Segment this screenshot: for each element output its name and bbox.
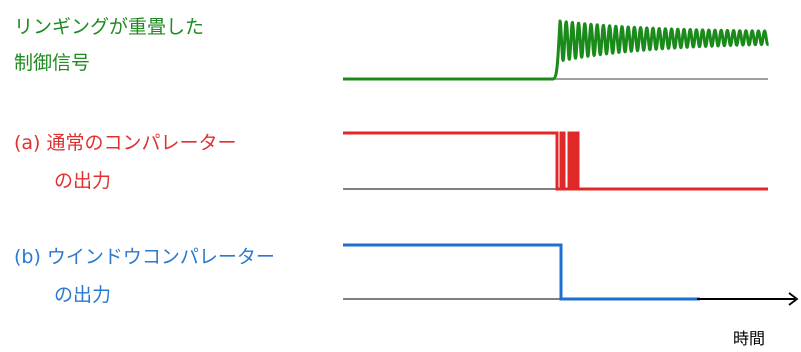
ringing-signal-label: リンギングが重畳した 制御信号 [14, 12, 204, 78]
comparator-a-label-line1: (a) 通常のコンパレーター [14, 132, 237, 154]
comparator-b-label-line2: の出力 [54, 284, 112, 306]
ringing-signal-label-line1: リンギングが重畳した [14, 16, 205, 38]
time-axis-label: 時間 [733, 329, 766, 348]
comparator-b-label-line1: (b) ウインドウコンパレーター [14, 246, 275, 268]
comparator-a-label: (a) 通常のコンパレーター の出力 [14, 128, 237, 196]
comparator-b-waveform [343, 243, 700, 301]
time-axis-arrowhead [788, 292, 799, 306]
comparator-a-waveform [343, 131, 768, 191]
ringing-signal-waveform [343, 19, 770, 81]
ringing-signal-label-line2: 制御信号 [14, 52, 91, 74]
comparator-b-label: (b) ウインドウコンパレーター の出力 [14, 242, 275, 310]
comparator-a-label-line2: の出力 [54, 170, 112, 192]
